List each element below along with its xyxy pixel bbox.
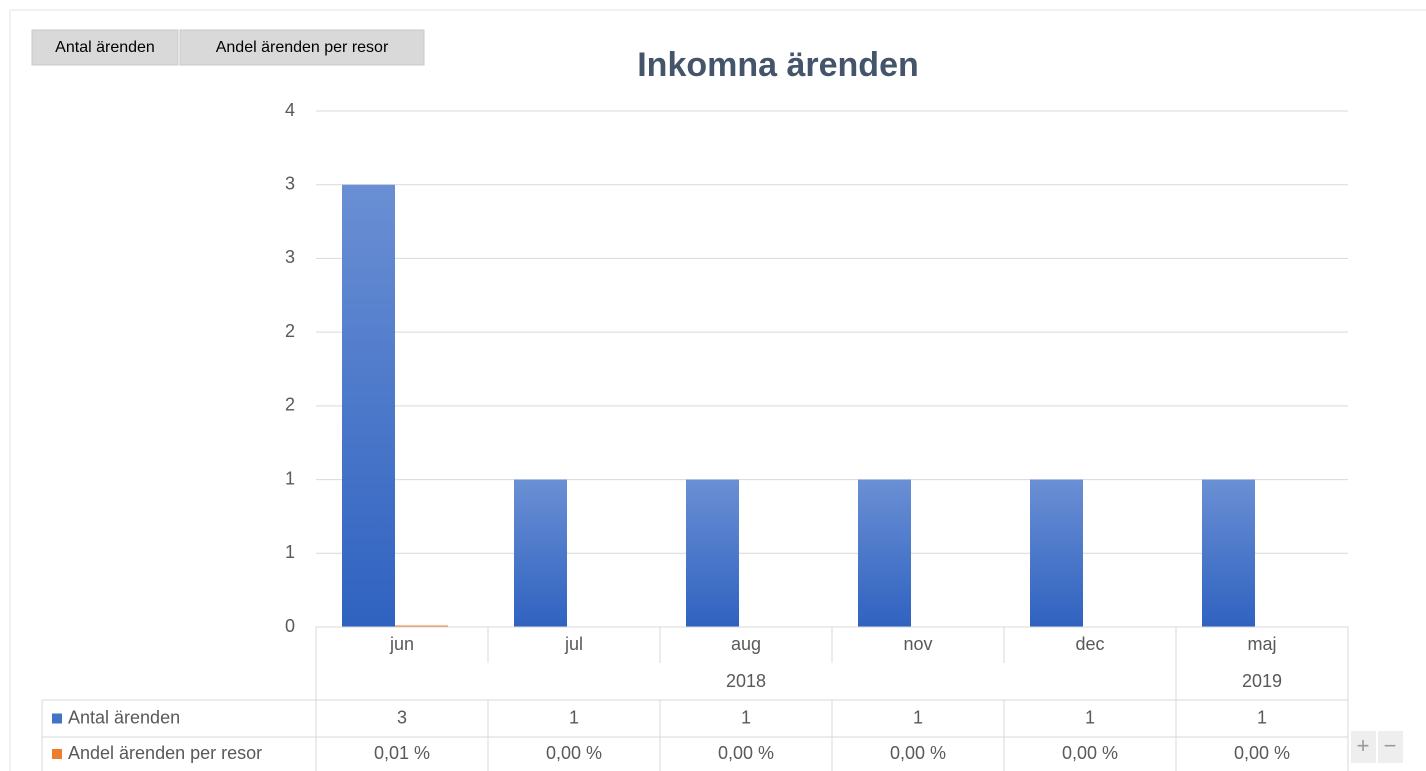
zoom-in[interactable] — [1351, 731, 1376, 763]
table-value: 0,00 % — [718, 743, 774, 763]
table-value: 1 — [569, 707, 579, 727]
legend-label: Andel ärenden per resor — [68, 743, 262, 763]
x-tick-label: jul — [564, 634, 583, 654]
bar — [514, 479, 567, 627]
y-tick-label: 0 — [285, 616, 295, 636]
zoom-in-icon[interactable]: + — [1357, 733, 1370, 758]
table-value: 0,00 % — [1234, 743, 1290, 763]
frame — [9, 9, 1426, 771]
button[interactable] — [31, 29, 179, 66]
bar — [1030, 479, 1083, 627]
button-label[interactable]: Antal ärenden — [55, 39, 155, 56]
x-tick-label: nov — [903, 634, 932, 654]
x-tick-label: jun — [389, 634, 414, 654]
zoom-out-icon[interactable]: − — [1384, 733, 1397, 758]
y-tick-label: 1 — [285, 542, 295, 562]
legend-swatch — [52, 713, 62, 724]
bar — [342, 184, 395, 627]
x-group-label: 2019 — [1242, 671, 1282, 691]
y-tick-label: 3 — [285, 247, 295, 267]
bar — [686, 479, 739, 627]
y-tick-label: 1 — [285, 468, 295, 488]
table-value: 1 — [913, 707, 923, 727]
bar — [395, 625, 448, 627]
table-value: 0,00 % — [1062, 743, 1118, 763]
button[interactable] — [179, 29, 425, 66]
bar — [1202, 479, 1255, 627]
x-group-label: 2018 — [726, 671, 766, 691]
table-value: 0,00 % — [546, 743, 602, 763]
legend-label: Antal ärenden — [68, 707, 180, 727]
x-tick-label: dec — [1075, 634, 1104, 654]
table-value: 0,01 % — [374, 743, 430, 763]
table-value: 1 — [741, 707, 751, 727]
table-value: 3 — [397, 707, 407, 727]
table-value: 1 — [1085, 707, 1095, 727]
zoom-out[interactable] — [1378, 731, 1403, 763]
button-label[interactable]: Andel ärenden per resor — [216, 39, 389, 56]
table-value: 0,00 % — [890, 743, 946, 763]
y-tick-label: 4 — [285, 100, 295, 120]
bar — [858, 479, 911, 627]
table-value: 1 — [1257, 707, 1267, 727]
x-tick-label: aug — [731, 634, 761, 654]
y-tick-label: 3 — [285, 173, 295, 193]
x-tick-label: maj — [1247, 634, 1276, 654]
y-tick-label: 2 — [285, 395, 295, 415]
legend-swatch — [52, 749, 62, 759]
y-tick-label: 2 — [285, 321, 295, 341]
chart-title: Inkomna ärenden — [637, 46, 919, 84]
